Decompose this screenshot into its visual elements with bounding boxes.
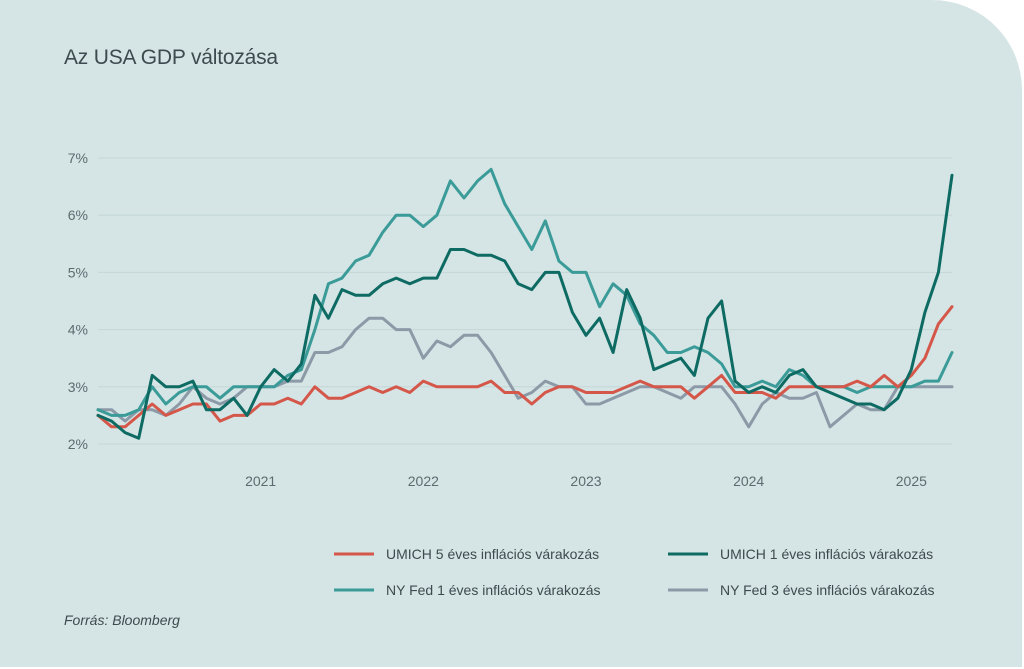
series-lines — [96, 167, 954, 440]
series-line — [96, 316, 954, 429]
legend-label: UMICH 1 éves inflációs várakozás — [720, 546, 933, 562]
series-line — [96, 167, 954, 417]
y-tick-label: 3% — [68, 379, 88, 395]
y-tick-label: 7% — [68, 150, 88, 166]
series-line — [96, 305, 954, 429]
legend-label: NY Fed 1 éves inflációs várakozás — [386, 582, 601, 598]
legend-item: NY Fed 1 éves inflációs várakozás — [334, 582, 601, 598]
x-tick-label: 2023 — [570, 473, 601, 489]
y-axis-labels: 2% 3% 4% 5% 6% 7% — [68, 150, 88, 452]
x-tick-label: 2022 — [408, 473, 439, 489]
legend-item: NY Fed 3 éves inflációs várakozás — [668, 582, 935, 598]
legend: UMICH 5 éves inflációs várakozás UMICH 1 … — [334, 546, 935, 598]
legend-label: UMICH 5 éves inflációs várakozás — [386, 546, 599, 562]
legend-item: UMICH 5 éves inflációs várakozás — [334, 546, 599, 562]
legend-label: NY Fed 3 éves inflációs várakozás — [720, 582, 935, 598]
y-tick-label: 2% — [68, 436, 88, 452]
source-note: Forrás: Bloomberg — [64, 612, 180, 628]
y-tick-label: 4% — [68, 322, 88, 338]
series-line — [96, 173, 954, 440]
x-tick-label: 2025 — [896, 473, 927, 489]
y-tick-label: 6% — [68, 207, 88, 223]
y-tick-label: 5% — [68, 264, 88, 280]
legend-item: UMICH 1 éves inflációs várakozás — [668, 546, 933, 562]
chart-title: Az USA GDP változása — [64, 46, 278, 69]
x-tick-label: 2021 — [245, 473, 276, 489]
x-tick-label: 2024 — [733, 473, 764, 489]
x-axis-labels: 2021 2022 2023 2024 2025 — [245, 473, 927, 489]
